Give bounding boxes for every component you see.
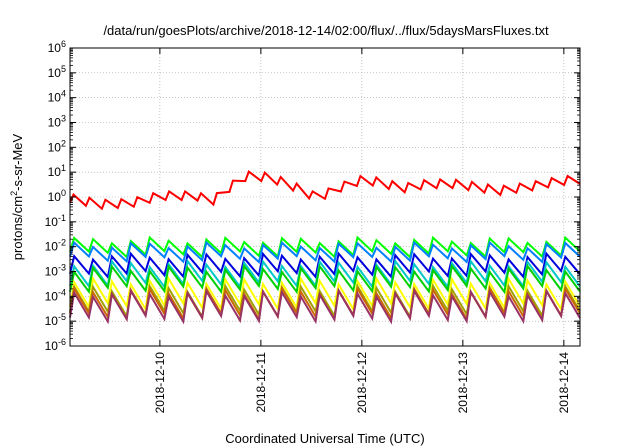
y-tick-label: 10-6 (45, 337, 66, 353)
series-line (69, 263, 581, 295)
series-line (69, 240, 581, 265)
y-tick-label: 106 (48, 39, 66, 55)
series-line (69, 258, 581, 290)
y-tick-label: 10-3 (45, 263, 66, 279)
x-tick-label: 2018-12-13 (456, 352, 470, 414)
x-tick-label: 2018-12-12 (355, 352, 369, 414)
series-line (69, 235, 581, 259)
ticks: 10-6 10-5 10-4 10-3 10-2 10-1 100 101 102 103 104 1… (45, 39, 580, 413)
y-tick-label: 10-2 (45, 238, 66, 254)
y-tick-label: 105 (48, 64, 66, 80)
series-group (69, 169, 581, 325)
y-axis-label: protons/cm2-s-sr-MeV (9, 133, 25, 260)
chart-title: /data/run/goesPlots/archive/2018-12-14/0… (103, 23, 549, 38)
y-tick-label: 103 (48, 114, 66, 130)
series-line (69, 251, 581, 280)
x-tick-label: 2018-12-11 (254, 352, 268, 413)
x-axis-label: Coordinated Universal Time (UTC) (225, 431, 424, 446)
x-tick-label: 2018-12-14 (557, 352, 571, 414)
series-line (69, 169, 581, 211)
y-tick-label: 100 (48, 188, 66, 204)
y-tick-label: 104 (48, 89, 66, 105)
y-tick-label: 101 (48, 163, 66, 179)
y-tick-label: 10-5 (45, 312, 66, 328)
y-tick-label: 10-4 (45, 287, 66, 303)
grid (70, 48, 580, 346)
y-tick-label: 10-1 (45, 213, 66, 229)
series-line (69, 275, 581, 313)
x-tick-label: 2018-12-10 (153, 352, 167, 414)
y-tick-label: 102 (48, 138, 66, 154)
series-line (69, 287, 581, 325)
